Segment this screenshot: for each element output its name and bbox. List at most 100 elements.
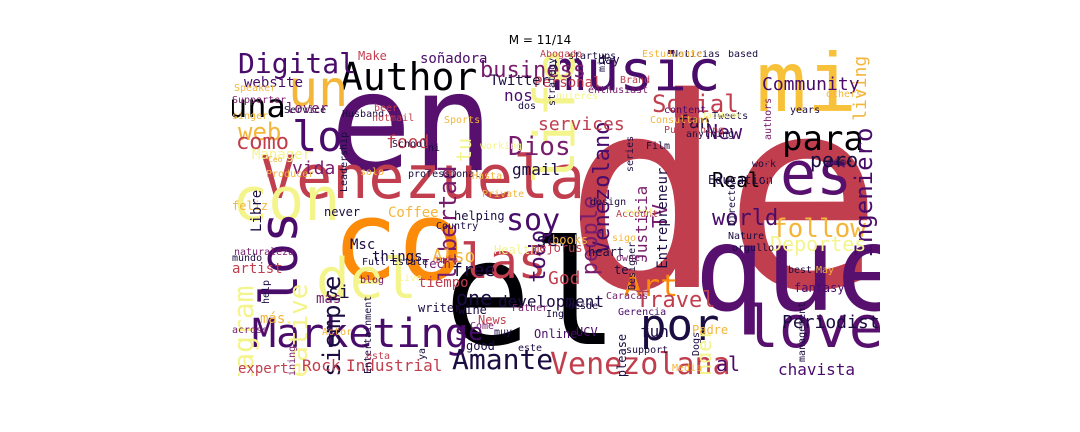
word-cloud: de en el que co mi music Venezuela love Author con… [232,50,880,376]
word-singer: singer [232,111,269,122]
word-first: first [786,275,817,286]
word-film: Film [646,141,671,152]
word-never: never [324,205,361,219]
word-online: Online [534,327,578,341]
word-country: Country [436,221,479,232]
word-support: support [626,345,669,356]
word-soy: soy [506,203,561,238]
word-quieres: quieres [556,91,599,102]
word-health: Health [494,243,538,257]
word-de: de [564,50,880,350]
word-new: New [706,120,743,144]
word-facebook: facebook [702,111,741,120]
word-blog: blog [360,275,385,286]
word-hotmail: hotmail [372,113,415,124]
word-beer: beer [374,103,399,114]
word-estudiante: Estudiante [642,50,703,60]
word-ucv: UCV [576,325,598,339]
word-helping: helping [454,209,505,223]
word-ceo: Ceo [268,155,283,164]
word-based: based [728,50,759,60]
word-más: más [260,311,286,327]
word-ya: ya [417,347,428,360]
word-rock: Rock [302,356,341,375]
word-heart: heart [588,245,625,259]
word-info: info [434,255,459,266]
word-te: te [614,263,629,277]
word-dogs: Dogs [691,331,702,356]
word-management: management [797,301,808,362]
word-consultant: Consultant [650,115,711,126]
word-en: en [330,50,494,203]
word-tweets: Tweets [712,111,749,122]
word-fun: fun [640,322,669,341]
word-lo: lo [292,112,343,161]
word-digital: Digital [238,50,357,80]
word-web: web [238,118,282,146]
word-art: Art [624,269,679,304]
word-por: por [640,300,720,351]
word-gerencia: Gerencia [618,307,667,318]
word-fantasy: fantasy [794,281,845,295]
word-series: series [625,135,636,172]
word-las: las [460,234,547,290]
word-business: business [480,58,586,83]
word-amante: Amante [452,343,554,376]
word-entertainment: Entertainment [363,295,374,374]
word-design: design [590,197,627,208]
word-manager: Manager [252,147,312,163]
word-travel: Travel [636,288,716,313]
word-caracas: Caracas [606,291,649,302]
word-one: one [456,286,493,310]
word-follow: follow [772,214,866,244]
word-coffee: Coffee [388,205,439,221]
word-day: day [598,53,620,67]
word-publishing: Publishing [664,125,725,136]
word-professional: professional [408,169,481,180]
word-husband: Husband [342,109,385,120]
word-libre: Libre [249,189,265,232]
word-speaker: Speaker [234,83,277,94]
word-work: work [752,159,777,170]
word-abogado: Abogado [540,50,583,60]
word-que: que [694,200,880,338]
word-books: books [552,233,589,247]
word-father: Father [512,303,549,314]
word-mundo: mundo [232,253,263,264]
word-food: food [386,132,430,153]
word-education: Education [708,173,774,187]
word-ni: ni [428,143,441,154]
word-solo: solo [360,167,385,178]
word-world: world [712,206,779,231]
word-writer: writer [418,301,462,315]
word-also: Also [432,246,476,267]
word-wine: wine [458,303,487,317]
word-news: News [478,313,507,327]
word-come: Come [470,321,495,332]
word-content: content [664,105,707,116]
word-producer: Producer [266,169,315,180]
word-working: working [480,141,523,152]
word-development: development [498,292,604,311]
word-training: training [287,345,298,376]
word-personal: Personal [534,75,602,91]
word-anything: anything [686,129,735,140]
word-industrial: Industrial [346,356,443,375]
word-director: Director [727,177,738,226]
word-feliz: feliz [232,199,269,213]
word-periodista: Periodista [782,312,880,333]
word-designer: Designer [627,241,638,290]
word-god: God [548,268,581,289]
word-expert: expert [238,361,289,376]
word-sports: Sports [444,115,481,126]
word-good: good [466,339,495,353]
word-website: website [244,75,304,91]
word-padre: Padre [692,323,729,337]
word-owner: owner [616,253,647,264]
word-mas: mas [316,291,342,307]
word-venezuela: Venezuela [260,143,586,213]
word-across: across [232,325,269,336]
word-account: Account [616,209,659,220]
word-supporter: Supporter [232,95,287,106]
word-live: live [398,273,423,284]
